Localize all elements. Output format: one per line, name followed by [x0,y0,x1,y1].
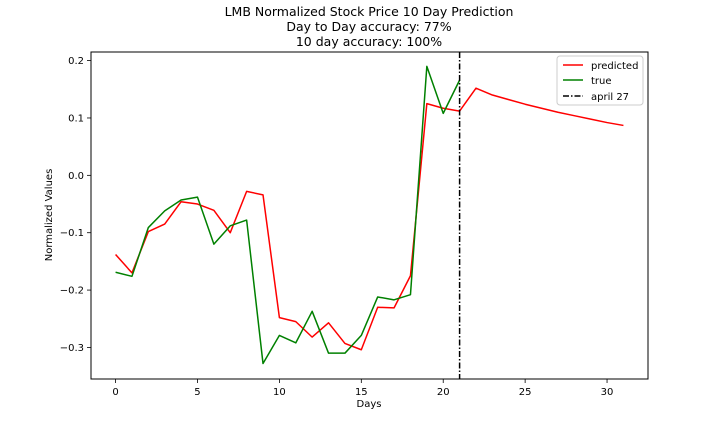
y-tick-label: −0.3 [60,343,84,354]
x-axis: 0 5 10 15 20 25 30 [112,379,613,398]
x-tick-label: 5 [194,387,200,398]
legend: predicted true april 27 [556,55,644,106]
legend-label-april-27: april 27 [591,92,629,103]
legend-box [556,55,644,106]
y-tick-label: −0.1 [60,228,84,239]
plot-area [115,52,624,379]
title-line-3: 10 day accuracy: 100% [296,34,442,49]
series-line-true [115,65,461,365]
plot-frame [90,51,649,380]
y-tick-label: 0.2 [68,56,84,67]
y-axis-label: Normalized Values [44,169,55,262]
x-tick-label: 30 [601,387,614,398]
x-tick-label: 25 [519,387,532,398]
title-line-2: Day to Day accuracy: 77% [286,19,451,34]
x-tick-label: 15 [355,387,368,398]
y-tick-label: −0.2 [60,286,84,297]
series-line-predicted [115,87,624,351]
legend-label-true: true [591,76,612,87]
x-tick-label: 20 [437,387,450,398]
x-tick-label: 0 [112,387,118,398]
title-line-1: LMB Normalized Stock Price 10 Day Predic… [225,4,514,19]
x-tick-label: 10 [273,387,286,398]
y-tick-label: 0.1 [68,113,84,124]
y-axis: −0.3 −0.2 −0.1 0.0 0.1 0.2 [60,56,91,354]
legend-label-predicted: predicted [591,61,638,72]
chart-title: LMB Normalized Stock Price 10 Day Predic… [225,4,514,49]
x-axis-label: Days [357,399,382,410]
y-tick-label: 0.0 [68,171,84,182]
